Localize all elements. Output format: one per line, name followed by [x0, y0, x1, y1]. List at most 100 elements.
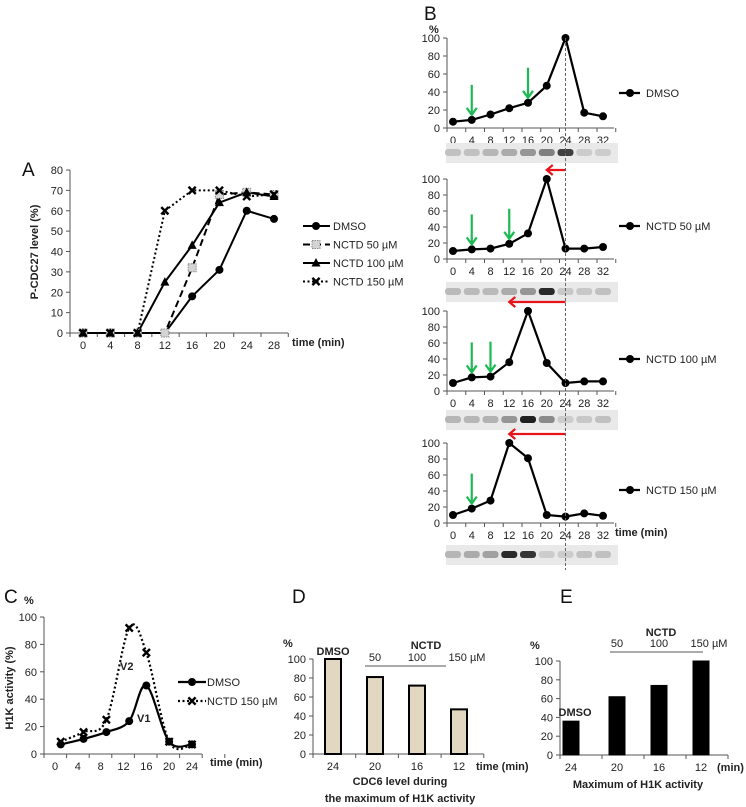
panel-c-data-point — [124, 623, 134, 633]
panel-b-3-y-tick-label: 0 — [434, 518, 440, 530]
panel-b-data-point — [505, 358, 514, 367]
panel-b-data-point — [486, 110, 495, 119]
panel-c-y-tick-label: 80 — [25, 639, 37, 651]
panel-b-0-x-tick-label: 0 — [450, 135, 456, 147]
green-arrow-icon — [465, 214, 478, 247]
green-arrow-icon — [465, 342, 478, 375]
panelE-y-tick-label: 0 — [547, 750, 553, 762]
panel-b-1-y-tick-label: 20 — [428, 238, 440, 250]
panel-a-legend-label: NCTD 100 µM — [333, 258, 404, 270]
panel-a-x-tick-label: 16 — [186, 340, 198, 352]
panel-b-2-x-tick-label: 12 — [503, 398, 515, 410]
panelD-dose-label: 50 — [369, 652, 381, 664]
western-blot-band — [520, 149, 536, 156]
panel-b-data-point — [467, 245, 476, 254]
panelD-caption: the maximum of H1K activity — [325, 793, 476, 805]
panel-b-data-point — [542, 175, 551, 183]
western-blot-band — [576, 149, 593, 156]
panel-e-chart: % 0 20 40 60 80 100 24 20 16 12 DMSO NCTD 50 100 150 µM… — [530, 627, 744, 791]
panel-b-3-x-tick-label: 32 — [597, 530, 609, 542]
panel-b-data-point — [542, 359, 551, 367]
western-blot-band — [445, 288, 461, 295]
panel-b-1-x-tick-label: 16 — [522, 266, 534, 278]
panel-a-y-tick-label: 10 — [51, 308, 63, 320]
panel-c-x-axis-label: time (min) — [210, 757, 263, 769]
panel-b-data-point — [524, 454, 532, 463]
panelE-bar — [692, 660, 710, 756]
green-arrow-icon — [465, 473, 478, 506]
panel-b-legend-label: NCTD 150 µM — [646, 485, 717, 497]
western-blot-band — [595, 149, 611, 156]
panel-c-y-unit: % — [24, 595, 34, 607]
panel-a-x-tick-label: 8 — [135, 340, 141, 352]
panel-a-data-point — [188, 292, 197, 301]
panel-c-x-tick-label: 12 — [117, 761, 129, 773]
panelD-x-tick-label: 20 — [369, 761, 381, 773]
panelE-y-unit: % — [530, 640, 540, 652]
panel-b-legend-marker — [626, 355, 634, 363]
green-arrow-icon — [522, 67, 534, 100]
panel-b-legend-label: DMSO — [646, 88, 679, 100]
panel-c-y-tick-label: 60 — [25, 667, 37, 679]
panel-c-y-tick-label: 20 — [25, 722, 37, 734]
western-blot-band — [595, 288, 611, 295]
panel-b-0-x-tick-label: 8 — [487, 135, 493, 147]
panel-a-legend-label: NCTD 50 µM — [333, 240, 397, 252]
panelE-x-tick-label: 16 — [653, 762, 665, 774]
panel-b-1-x-tick-label: 0 — [450, 266, 456, 278]
panelD-y-tick-label: 40 — [294, 711, 306, 723]
panel-a-y-tick-label: 30 — [51, 267, 63, 279]
panelD-bar — [366, 676, 384, 755]
panel-b-legend-marker — [626, 222, 634, 230]
panel-a-data-point — [160, 206, 170, 216]
panel-a-data-point — [187, 185, 197, 195]
panel-b-0-y-tick-label: 80 — [428, 51, 440, 63]
western-blot-band — [576, 288, 593, 295]
panel-b-3-x-tick-label: 12 — [503, 530, 515, 542]
panel-a-y-tick-label: 70 — [51, 185, 63, 197]
panelD-y-tick-label: 0 — [300, 749, 306, 761]
panel-b-0-y-tick-label: 0 — [434, 123, 440, 135]
panel-b-data-point — [449, 117, 457, 126]
panelE-dose-label: 50 — [611, 638, 623, 650]
panel-c-data-point — [79, 727, 88, 737]
panel-b-legend-marker — [626, 486, 634, 494]
panel-c-x-tick-label: 0 — [52, 761, 58, 773]
western-blot-band — [501, 416, 518, 423]
panel-b-0-y-tick-label: 40 — [428, 87, 440, 99]
panel-b-data-point — [599, 511, 607, 520]
panel-b-2-y-tick-label: 60 — [428, 338, 440, 350]
panel-label-d: D — [292, 587, 306, 608]
panel-c-y-tick-label: 0 — [31, 749, 37, 761]
panel-b-data-point — [524, 229, 532, 238]
panelD-caption: CDC6 level during — [353, 776, 448, 788]
panel-b-legend-label: NCTD 100 µM — [646, 354, 717, 366]
panel-c-data-point — [125, 717, 134, 726]
panelE-y-tick-label: 20 — [541, 731, 553, 743]
panel-c-x-tick-label: 16 — [140, 761, 152, 773]
western-blot-band — [482, 288, 499, 295]
western-blot-band — [557, 288, 574, 295]
panel-a-series-line — [83, 191, 275, 334]
panelE-y-tick-label: 60 — [541, 694, 553, 706]
western-blot-band — [463, 551, 480, 558]
western-blot-band — [557, 149, 574, 156]
panel-b-2-x-tick-label: 16 — [522, 398, 534, 410]
panelE-dmso-label: DMSO — [559, 707, 592, 719]
panel-b-1-x-tick-label: 20 — [541, 266, 553, 278]
panel-a-y-tick-label: 0 — [57, 328, 63, 340]
panel-b-y-unit: % — [429, 24, 439, 36]
panel-b-3-y-tick-label: 40 — [428, 486, 440, 498]
panel-b-data-point — [599, 112, 607, 121]
panelE-x-tick-label: 24 — [565, 762, 577, 774]
panel-a-y-tick-label: 80 — [51, 165, 63, 177]
western-blot-band — [520, 288, 536, 295]
panel-b-data-point — [599, 377, 607, 386]
panel-b-data-point — [467, 373, 476, 382]
panel-b-2-y-tick-label: 100 — [422, 306, 440, 318]
panelD-bar — [324, 658, 342, 755]
panelE-dose-label: 150 µM — [691, 638, 728, 650]
panel-b-data-point — [524, 98, 532, 107]
panel-c-x-tick-label: 20 — [163, 761, 175, 773]
